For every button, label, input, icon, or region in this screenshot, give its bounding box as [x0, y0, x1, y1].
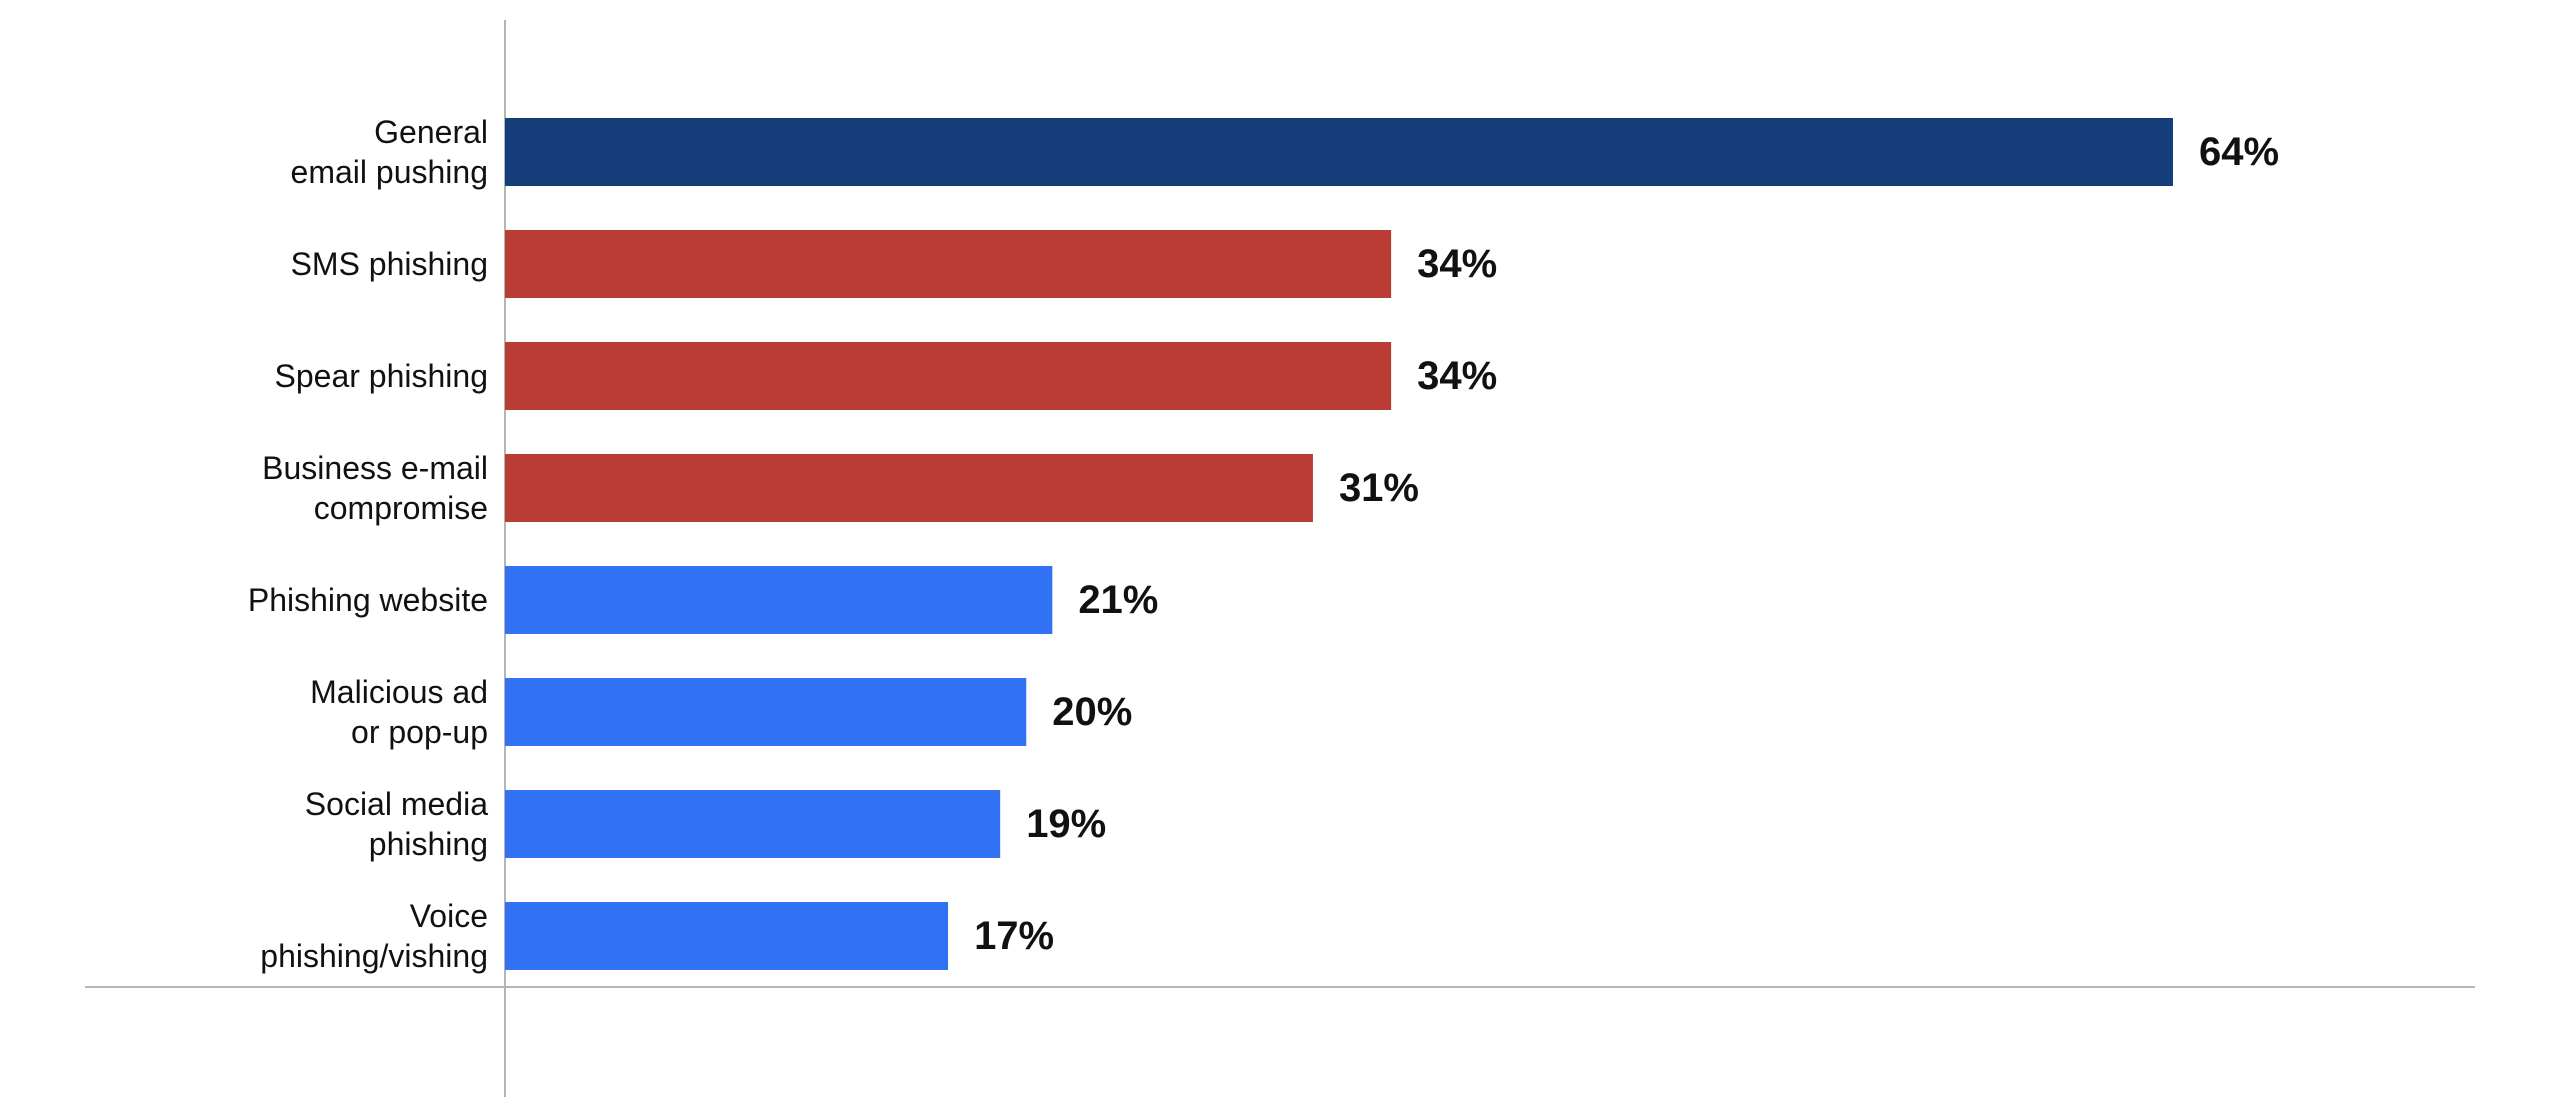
category-label-line: compromise — [314, 490, 488, 526]
bars-group — [505, 118, 2173, 970]
category-label: General email pushing — [291, 114, 488, 190]
value-label: 64% — [2199, 130, 2279, 174]
value-label: 31% — [1339, 466, 1419, 510]
category-label-line: Spear phishing — [275, 358, 488, 394]
value-label: 20% — [1052, 690, 1132, 734]
category-label: Spear phishing — [275, 358, 488, 394]
category-label: Malicious ad or pop-up — [310, 674, 488, 750]
category-label-line: phishing — [369, 826, 488, 862]
value-label: 21% — [1078, 578, 1158, 622]
value-label: 34% — [1417, 242, 1497, 286]
category-label-line: email pushing — [291, 154, 488, 190]
value-labels-group: 64% 34% 34% 31% 21% 20% 19% 17% — [974, 130, 2279, 958]
category-label-line: Malicious ad — [310, 674, 488, 710]
category-label-line: Voice — [410, 898, 488, 934]
category-label: Business e-mail compromise — [262, 450, 488, 526]
value-label: 34% — [1417, 354, 1497, 398]
category-label-line: General — [374, 114, 488, 150]
bar — [505, 454, 1313, 522]
bar — [505, 790, 1001, 858]
category-label-line: phishing/vishing — [260, 938, 488, 974]
category-label-line: Business e-mail — [262, 450, 488, 486]
category-label: SMS phishing — [291, 246, 488, 282]
bar — [505, 118, 2173, 186]
bar — [505, 678, 1027, 746]
bar — [505, 342, 1392, 410]
bar — [505, 566, 1053, 634]
category-labels-group: General email pushing SMS phishing Spear ph… — [248, 114, 488, 974]
category-label-line: SMS phishing — [291, 246, 488, 282]
bar — [505, 230, 1392, 298]
category-label: Phishing website — [248, 582, 488, 618]
category-label-line: Phishing website — [248, 582, 488, 618]
bar — [505, 902, 949, 970]
value-label: 19% — [1026, 802, 1106, 846]
category-label: Social media phishing — [305, 786, 488, 862]
category-label-line: Social media — [305, 786, 488, 822]
category-label: Voice phishing/vishing — [260, 898, 488, 974]
category-label-line: or pop-up — [351, 714, 488, 750]
value-label: 17% — [974, 914, 1054, 958]
